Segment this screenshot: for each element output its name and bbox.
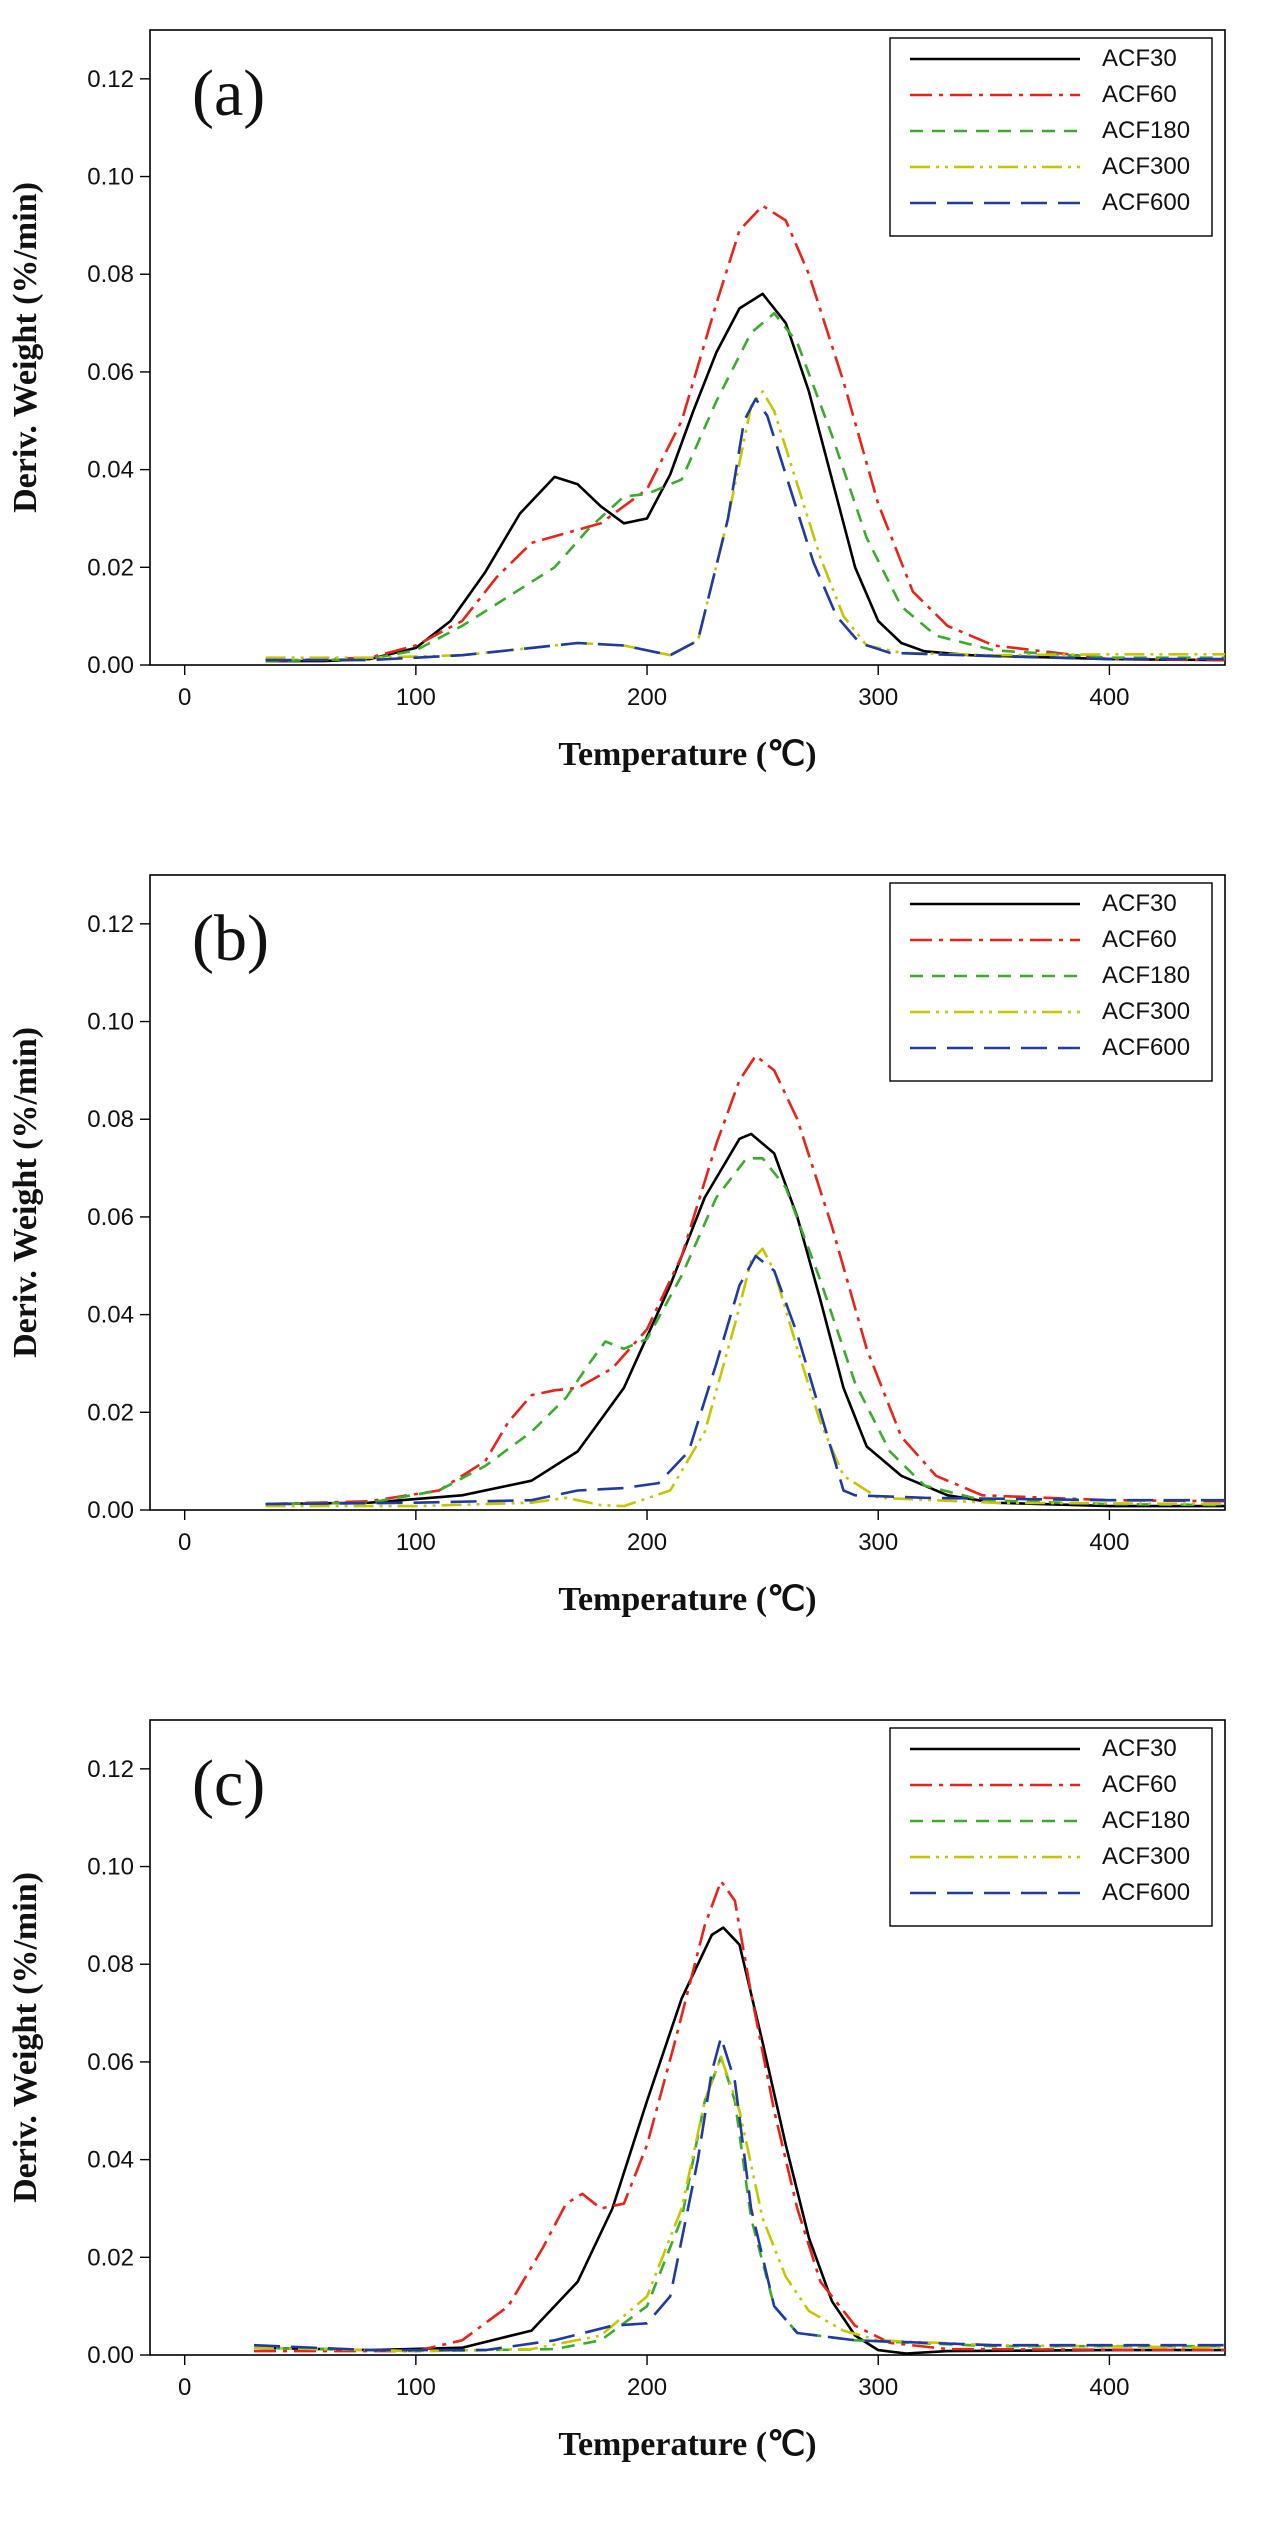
x-tick-label: 200 <box>627 1529 667 1556</box>
series-line-acf30 <box>253 1926 1225 2355</box>
y-tick-label: 0.08 <box>87 1106 134 1133</box>
y-tick-label: 0.04 <box>87 457 134 484</box>
y-tick-label: 0.02 <box>87 2244 134 2271</box>
panel-label: (c) <box>192 1747 265 1820</box>
series-line-acf60 <box>265 204 1225 663</box>
series-line-acf60 <box>254 1879 1225 2353</box>
y-tick-label: 0.08 <box>87 261 134 288</box>
y-tick-label: 0.10 <box>87 1009 134 1036</box>
x-tick-label: 300 <box>858 2374 898 2401</box>
y-tick-label: 0.12 <box>87 1756 134 1783</box>
x-tick-label: 200 <box>627 684 667 711</box>
legend-label: ACF30 <box>1102 45 1177 72</box>
series-line-acf600 <box>265 397 1225 662</box>
legend-box <box>889 882 1213 1082</box>
legend-label: ACF180 <box>1102 117 1190 144</box>
series-line-acf300 <box>253 2055 1225 2353</box>
x-tick-label: 300 <box>858 1529 898 1556</box>
legend-label: ACF600 <box>1102 1879 1190 1906</box>
legend-label: ACF180 <box>1102 962 1190 989</box>
y-tick-label: 0.00 <box>87 652 134 679</box>
y-tick-label: 0.02 <box>87 554 134 581</box>
legend-label: ACF30 <box>1102 890 1177 917</box>
x-tick-label: 400 <box>1089 1529 1129 1556</box>
legend-label: ACF300 <box>1102 1843 1190 1870</box>
series-line-acf180 <box>265 312 1225 663</box>
legend-label: ACF180 <box>1102 1807 1190 1834</box>
series-line-acf180 <box>253 2055 1225 2353</box>
x-tick-label: 200 <box>627 2374 667 2401</box>
x-tick-label: 0 <box>178 1529 191 1556</box>
legend-label: ACF600 <box>1102 189 1190 216</box>
panel-label: (a) <box>192 57 265 130</box>
plot-frame <box>149 874 1226 1511</box>
legend-label: ACF300 <box>1102 998 1190 1025</box>
series-line-acf300 <box>265 390 1225 659</box>
y-tick-label: 0.00 <box>87 1497 134 1524</box>
legend-label: ACF600 <box>1102 1034 1190 1061</box>
x-tick-label: 0 <box>178 684 191 711</box>
series-line-acf60 <box>265 1054 1225 1506</box>
x-tick-label: 100 <box>396 1529 436 1556</box>
y-tick-label: 0.12 <box>87 911 134 938</box>
x-tick-label: 400 <box>1089 684 1129 711</box>
y-axis-title: Deriv. Weight (%/min) <box>7 182 44 513</box>
x-tick-label: 400 <box>1089 2374 1129 2401</box>
y-tick-label: 0.04 <box>87 2147 134 2174</box>
y-axis-title: Deriv. Weight (%/min) <box>7 1872 44 2203</box>
y-tick-label: 0.04 <box>87 1302 134 1329</box>
plot-frame <box>149 29 1226 666</box>
legend-label: ACF60 <box>1102 1771 1177 1798</box>
y-axis-title: Deriv. Weight (%/min) <box>7 1027 44 1358</box>
y-tick-label: 0.12 <box>87 66 134 93</box>
x-tick-label: 0 <box>178 2374 191 2401</box>
legend-label: ACF30 <box>1102 1735 1177 1762</box>
x-tick-label: 100 <box>396 684 436 711</box>
series-line-acf600 <box>253 2036 1225 2352</box>
y-tick-label: 0.02 <box>87 1399 134 1426</box>
legend-box <box>889 1727 1213 1927</box>
chart-panel: 0.00 0.02 0.04 0.06 0.08 0.10 0.12 0 100 200 300 40… <box>7 29 1226 773</box>
x-axis-title: Temperature (℃) <box>558 2426 816 2463</box>
y-tick-label: 0.00 <box>87 2342 134 2369</box>
y-tick-label: 0.06 <box>87 2049 134 2076</box>
x-tick-label: 100 <box>396 2374 436 2401</box>
x-axis-title: Temperature (℃) <box>558 1581 816 1618</box>
panel-label: (b) <box>192 902 269 975</box>
legend-label: ACF60 <box>1102 926 1177 953</box>
series-line-acf300 <box>265 1247 1225 1508</box>
series-line-acf30 <box>265 1132 1225 1508</box>
y-tick-label: 0.06 <box>87 1204 134 1231</box>
series-line-acf600 <box>265 1254 1225 1506</box>
y-tick-label: 0.10 <box>87 164 134 191</box>
plot-frame <box>149 1719 1226 2356</box>
chart-panel: 0.00 0.02 0.04 0.06 0.08 0.10 0.12 0 100 200 300 40… <box>7 1719 1226 2463</box>
y-tick-label: 0.06 <box>87 359 134 386</box>
legend-box <box>889 37 1213 237</box>
series-line-acf30 <box>265 292 1225 663</box>
y-tick-label: 0.08 <box>87 1951 134 1978</box>
chart-panel: 0.00 0.02 0.04 0.06 0.08 0.10 0.12 0 100 200 300 40… <box>7 874 1226 1618</box>
legend-label: ACF300 <box>1102 153 1190 180</box>
legend-label: ACF60 <box>1102 81 1177 108</box>
x-tick-label: 300 <box>858 684 898 711</box>
y-tick-label: 0.10 <box>87 1854 134 1881</box>
series-line-acf180 <box>265 1157 1225 1507</box>
x-axis-title: Temperature (℃) <box>558 736 816 773</box>
